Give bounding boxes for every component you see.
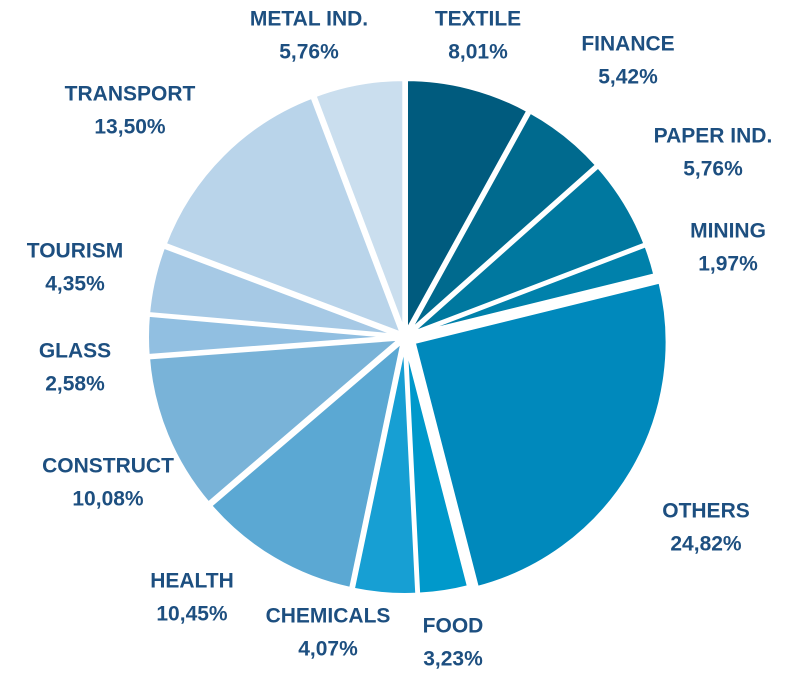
slice-label: PAPER IND. xyxy=(654,125,773,148)
pie-slice xyxy=(145,243,402,339)
slice-value: 4,35% xyxy=(45,273,105,296)
slice-value: 4,07% xyxy=(298,638,358,661)
pie-slice xyxy=(311,77,407,334)
slice-label: TRANSPORT xyxy=(65,83,196,106)
slice-label: TEXTILE xyxy=(435,8,521,31)
pie-slice xyxy=(408,242,658,338)
slice-label: TOURISM xyxy=(27,240,123,263)
pie-slice xyxy=(161,94,406,338)
slice-label: CHEMICALS xyxy=(266,605,391,628)
slice-value: 24,82% xyxy=(670,533,742,556)
pie-slice xyxy=(411,279,670,591)
slice-label: HEALTH xyxy=(150,570,234,593)
slice-value: 5,76% xyxy=(279,41,339,64)
slice-label: METAL IND. xyxy=(250,8,368,31)
slice-label: OTHERS xyxy=(662,500,750,523)
pie-slice xyxy=(207,335,407,592)
slice-value: 5,76% xyxy=(683,158,743,181)
slice-label: FOOD xyxy=(423,615,484,638)
pie-slice xyxy=(403,77,532,335)
slice-value: 1,97% xyxy=(698,253,758,276)
slice-label: FINANCE xyxy=(581,33,674,56)
slice-value: 10,08% xyxy=(72,488,144,511)
slice-label: GLASS xyxy=(39,340,111,363)
slice-value: 3,23% xyxy=(423,648,483,671)
slice-value: 5,42% xyxy=(598,66,658,89)
slice-value: 10,45% xyxy=(156,603,228,626)
slice-label: CONSTRUCT xyxy=(42,455,174,478)
slice-value: 13,50% xyxy=(94,116,166,139)
slice-value: 2,58% xyxy=(45,373,105,396)
slice-label: MINING xyxy=(690,220,766,243)
slice-value: 8,01% xyxy=(448,41,508,64)
pie-slice xyxy=(145,336,408,507)
